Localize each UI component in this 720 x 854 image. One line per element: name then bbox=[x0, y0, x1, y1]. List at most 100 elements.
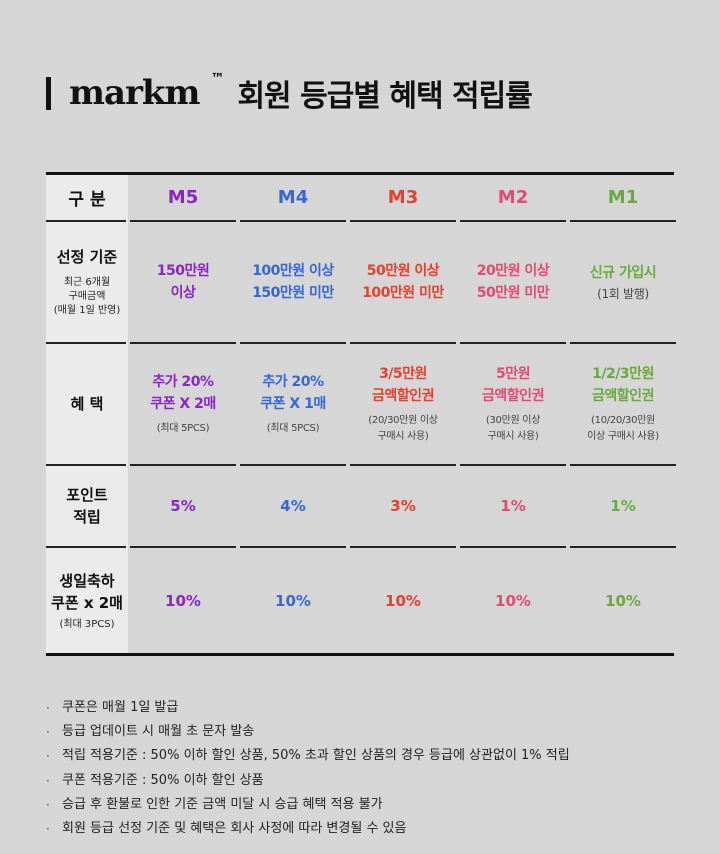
points-cell-m5: 5% bbox=[128, 466, 238, 546]
criteria-cell-m1: 신규 가입시 (1회 발행) bbox=[568, 222, 678, 342]
grade-label: M5 bbox=[167, 187, 199, 208]
grade-label: M1 bbox=[607, 187, 639, 208]
grade-header-m2: M2 bbox=[458, 175, 568, 220]
benefit-line-2: 쿠폰 X 1매 bbox=[260, 396, 326, 412]
criteria-cell-m3: 50만원 이상 100만원 미만 bbox=[348, 222, 458, 342]
grade-label: M4 bbox=[277, 187, 309, 208]
bullet-dot: · bbox=[46, 797, 50, 812]
note-text: 적립 적용기준 : 50% 이하 할인 상품, 50% 초과 할인 상품의 경우… bbox=[62, 748, 570, 764]
row-label-criteria: 선정 기준 최근 6개월 구매금액 (매월 1일 반영) bbox=[53, 248, 121, 316]
criteria-line-1: 20만원 이상 bbox=[476, 263, 550, 279]
note-item: · 적립 적용기준 : 50% 이하 할인 상품, 50% 초과 할인 상품의 경… bbox=[46, 744, 570, 768]
benefit-note-2: 구매시 사용) bbox=[487, 431, 539, 442]
row-divider bbox=[46, 546, 126, 548]
birthday-cell-m4: 10% bbox=[238, 548, 348, 654]
benefit-line-2: 금액할인권 bbox=[592, 388, 654, 404]
row-divider bbox=[350, 464, 456, 466]
points-cell-m3: 3% bbox=[348, 466, 458, 546]
benefit-line-1: 추가 20% bbox=[262, 374, 324, 390]
row-divider bbox=[130, 464, 236, 466]
criteria-line-2: 100만원 미만 bbox=[362, 285, 444, 301]
row-divider bbox=[460, 342, 566, 344]
row-divider bbox=[460, 464, 566, 466]
row-divider bbox=[46, 464, 126, 466]
grade-label: M3 bbox=[387, 187, 419, 208]
grade-header-m4: M4 bbox=[238, 175, 348, 220]
benefit-note-1: (10/20/30만원 bbox=[591, 415, 655, 426]
benefit-table: 구 분 M5 M4 M3 M2 M1 선정 기준 최근 6개월 구매금액 (매월 1일 … bbox=[46, 172, 676, 656]
benefit-note-2: 이상 구매시 사용) bbox=[587, 431, 659, 442]
side-header-background bbox=[46, 175, 128, 653]
grade-label: M2 bbox=[497, 187, 529, 208]
row-divider bbox=[350, 220, 456, 222]
benefit-note-1: (최대 5PCS) bbox=[156, 423, 210, 434]
criteria-line-1: 50만원 이상 bbox=[366, 263, 440, 279]
points-cell-m4: 4% bbox=[238, 466, 348, 546]
notes-list: · 쿠폰은 매월 1일 발급 · 등급 업데이트 시 매월 초 문자 발송 · 적립 적용… bbox=[46, 696, 570, 841]
birthday-coupon-rate: 10% bbox=[275, 592, 311, 610]
row-divider bbox=[350, 342, 456, 344]
criteria-line-1: 신규 가입시 bbox=[589, 265, 657, 281]
trademark-symbol: ™ bbox=[210, 71, 224, 87]
points-rate: 3% bbox=[390, 497, 416, 515]
criteria-line-2: 50만원 미만 bbox=[476, 285, 550, 301]
points-rate: 1% bbox=[500, 497, 526, 515]
criteria-line-1: 100만원 이상 bbox=[252, 263, 334, 279]
row-label-points: 포인트 적립 bbox=[66, 486, 108, 526]
birthday-coupon-rate: 10% bbox=[495, 592, 531, 610]
criteria-cell-m5: 150만원 이상 bbox=[128, 222, 238, 342]
row-divider bbox=[130, 546, 236, 548]
criteria-line-2: 이상 bbox=[170, 285, 196, 301]
row-divider bbox=[570, 546, 676, 548]
benefit-cell-m4: 추가 20% 쿠폰 X 1매 (최대 5PCS) bbox=[238, 344, 348, 464]
note-text: 회원 등급 선정 기준 및 혜택은 회사 사정에 따라 변경될 수 있음 bbox=[62, 820, 407, 836]
benefit-line-1: 3/5만원 bbox=[379, 366, 427, 382]
row-divider bbox=[240, 342, 346, 344]
note-text: 쿠폰 적용기준 : 50% 이하 할인 상품 bbox=[62, 772, 264, 788]
bullet-dot: · bbox=[46, 821, 50, 836]
birthday-coupon-rate: 10% bbox=[165, 592, 201, 610]
points-rate: 5% bbox=[170, 497, 196, 515]
row-divider bbox=[570, 464, 676, 466]
benefit-line-2: 쿠폰 X 2매 bbox=[150, 396, 216, 412]
points-cell-m2: 1% bbox=[458, 466, 568, 546]
birthday-coupon-rate: 10% bbox=[385, 592, 421, 610]
points-rate: 4% bbox=[280, 497, 306, 515]
benefit-note-2: 구매시 사용) bbox=[377, 431, 429, 442]
row-divider bbox=[240, 464, 346, 466]
criteria-cell-m4: 100만원 이상 150만원 미만 bbox=[238, 222, 348, 342]
points-cell-m1: 1% bbox=[568, 466, 678, 546]
note-item: · 회원 등급 선정 기준 및 혜택은 회사 사정에 따라 변경될 수 있음 bbox=[46, 817, 570, 841]
note-text: 쿠폰은 매월 1일 발급 bbox=[62, 700, 179, 715]
note-item: · 쿠폰 적용기준 : 50% 이하 할인 상품 bbox=[46, 769, 570, 793]
row-divider bbox=[46, 220, 126, 222]
row-divider bbox=[460, 220, 566, 222]
points-rate: 1% bbox=[610, 497, 636, 515]
row-divider bbox=[130, 342, 236, 344]
benefit-line-1: 5만원 bbox=[495, 366, 531, 382]
brand-logo: markm ™ bbox=[69, 71, 224, 113]
benefit-line-1: 1/2/3만원 bbox=[592, 366, 654, 382]
row-divider bbox=[460, 546, 566, 548]
note-text: 승급 후 환불로 인한 기준 금액 미달 시 승급 혜택 적용 불가 bbox=[62, 796, 383, 812]
page-title: markm ™ 회원 등급별 혜택 적립률 bbox=[46, 68, 533, 118]
benefit-line-2: 금액할인권 bbox=[482, 388, 544, 404]
benefit-line-1: 추가 20% bbox=[152, 374, 214, 390]
birthday-cell-m3: 10% bbox=[348, 548, 458, 654]
corner-label: 구 분 bbox=[68, 190, 106, 210]
benefit-note-1: (30만원 이상 bbox=[485, 415, 541, 426]
bullet-dot: · bbox=[46, 701, 50, 715]
birthday-coupon-rate: 10% bbox=[605, 592, 641, 610]
benefit-cell-m5: 추가 20% 쿠폰 X 2매 (최대 5PCS) bbox=[128, 344, 238, 464]
row-label-birthday: 생일축하 쿠폰 x 2매 (최대 3PCS) bbox=[51, 572, 123, 630]
title-accent-bar bbox=[46, 76, 51, 110]
birthday-cell-m2: 10% bbox=[458, 548, 568, 654]
criteria-cell-m2: 20만원 이상 50만원 미만 bbox=[458, 222, 568, 342]
row-divider bbox=[240, 546, 346, 548]
row-divider bbox=[570, 220, 676, 222]
bullet-dot: · bbox=[46, 749, 50, 764]
benefit-cell-m3: 3/5만원 금액할인권 (20/30만원 이상 구매시 사용) bbox=[348, 344, 458, 464]
title-text: 회원 등급별 혜택 적립률 bbox=[237, 79, 532, 114]
